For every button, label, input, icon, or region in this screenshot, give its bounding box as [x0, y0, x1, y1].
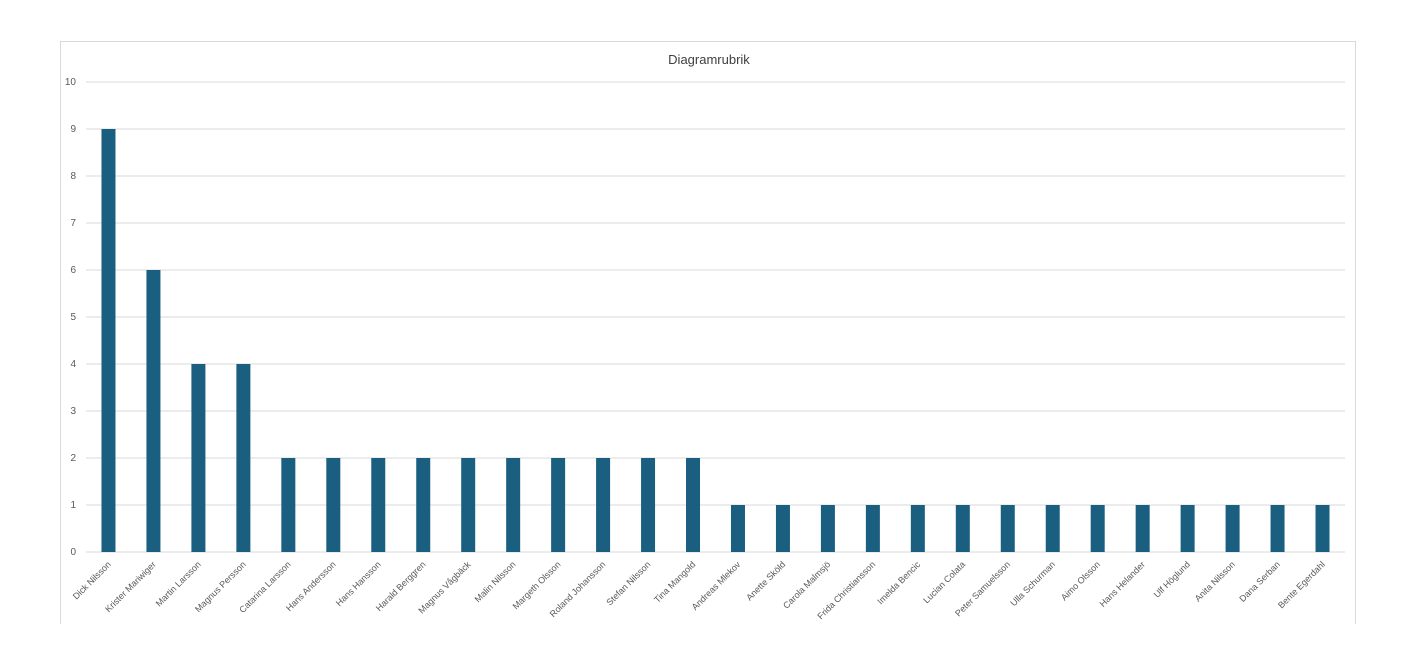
- x-category-label: Bente Egerdahl: [1276, 559, 1327, 610]
- bar: [641, 458, 656, 552]
- x-category-label: Imelda Bencic: [875, 559, 922, 606]
- x-category-label: Carola Malmsjö: [781, 559, 832, 610]
- y-tick-label: 3: [70, 406, 76, 417]
- x-category-label: Tina Mangold: [652, 559, 697, 604]
- bar: [910, 505, 925, 552]
- bar: [1135, 505, 1150, 552]
- y-axis-ticks: 0 1 2 3 4 5 6 7 8 9 10: [65, 77, 77, 558]
- y-tick-label: 5: [70, 312, 76, 323]
- bar: [1225, 505, 1240, 552]
- x-category-label: Dana Serban: [1237, 559, 1282, 604]
- bar-chart: Diagramrubrik 0 1 2 3 4 5 6 7 8 9 10 Dick NilssonK…: [65, 52, 1345, 621]
- x-category-label: Ulf Höglund: [1152, 559, 1192, 599]
- bar: [1180, 505, 1195, 552]
- x-category-label: Hans Helander: [1098, 559, 1148, 609]
- bar: [1270, 505, 1285, 552]
- chart-area: Diagramrubrik 0 1 2 3 4 5 6 7 8 9 10 Dick Nilsson K…: [60, 41, 1356, 624]
- bar: [551, 458, 566, 552]
- x-category-label: Malin Nilsson: [473, 559, 518, 604]
- bar: [820, 505, 835, 552]
- bar: [865, 505, 880, 552]
- x-category-label: Hans Andersson: [284, 559, 338, 613]
- bar: [955, 505, 970, 552]
- bar: [371, 458, 386, 552]
- y-tick-label: 8: [70, 171, 76, 182]
- bar: [730, 505, 745, 552]
- bar: [416, 458, 431, 552]
- x-category-label: Ulla Schurman: [1008, 559, 1057, 608]
- x-category-label: Stefan Nilsson: [604, 559, 652, 607]
- x-category-label: Andreas Mlekov: [690, 559, 743, 612]
- x-category-label: Martin Larsson: [154, 559, 203, 608]
- y-tick-label: 4: [70, 359, 76, 370]
- bar: [506, 458, 521, 552]
- gridlines: [86, 81, 1345, 553]
- y-tick-label: 7: [70, 218, 76, 229]
- bar: [191, 364, 206, 552]
- x-category-label: Anette Sköld: [744, 559, 787, 602]
- bar: [1000, 505, 1015, 552]
- x-category-label: Hans Hansson: [334, 559, 383, 608]
- y-tick-label: 2: [70, 453, 76, 464]
- x-category-label: Lucian Colata: [921, 559, 967, 605]
- y-tick-label: 0: [70, 547, 76, 558]
- bar: [326, 458, 341, 552]
- bar: [281, 458, 296, 552]
- y-tick-label: 6: [70, 265, 76, 276]
- chart-title: Diagramrubrik: [668, 52, 750, 67]
- bar: [775, 505, 790, 552]
- x-category-label: Margeth Olsson: [511, 559, 563, 611]
- y-tick-label: 1: [70, 500, 76, 511]
- bar: [1315, 505, 1330, 552]
- x-category-label: Dick Nilsson: [71, 559, 113, 601]
- bar: [461, 458, 476, 552]
- bar: [101, 129, 116, 552]
- x-category-label: Aimo Olsson: [1059, 559, 1102, 602]
- bar: [1045, 505, 1060, 552]
- bar: [146, 270, 161, 552]
- bar: [236, 364, 251, 552]
- bars: [101, 129, 1330, 552]
- y-tick-label: 10: [65, 77, 77, 88]
- bar: [596, 458, 611, 552]
- x-category-label: Anita Nilsson: [1193, 559, 1237, 603]
- y-tick-label: 9: [70, 124, 76, 135]
- bar: [686, 458, 701, 552]
- bar: [1090, 505, 1105, 552]
